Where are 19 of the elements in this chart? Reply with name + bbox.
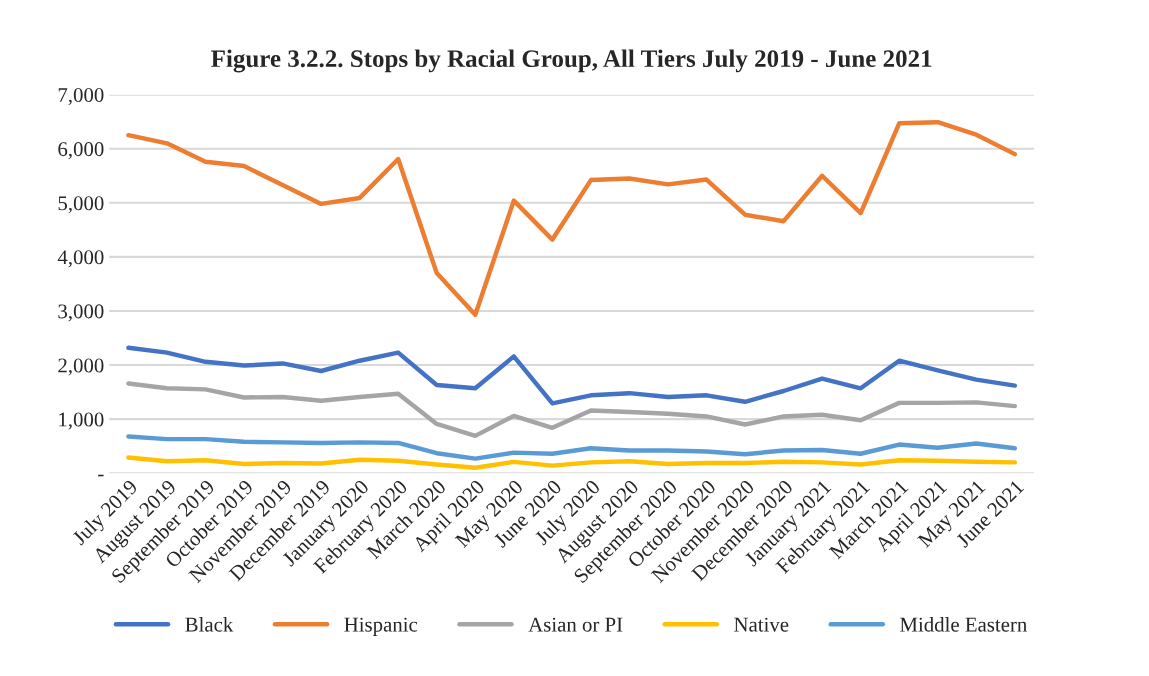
y-tick-label: 7,000 xyxy=(58,88,104,106)
line-series xyxy=(126,345,1018,406)
legend-label: Asian or PI xyxy=(528,617,623,632)
chart-title: Figure 3.2.2. Stops by Racial Group, All Tiers July 2019 - June 2021 xyxy=(211,49,932,73)
y-tick-label: 2,000 xyxy=(58,358,104,376)
y-tick-label: 5,000 xyxy=(58,196,104,214)
legend-label: Black xyxy=(185,617,234,632)
legend-label: Middle Eastern xyxy=(900,617,1027,632)
y-tick-label: 3,000 xyxy=(58,304,104,322)
y-tick-label: - xyxy=(98,474,104,477)
line-series xyxy=(126,455,1018,471)
y-tick-label: 6,000 xyxy=(58,142,104,160)
y-tick-label: 4,000 xyxy=(57,250,104,268)
legend-label: Hispanic xyxy=(344,617,418,636)
y-tick-label: 1,000 xyxy=(59,412,104,430)
line-series xyxy=(126,434,1018,461)
line-series xyxy=(126,381,1018,439)
line-series xyxy=(126,120,1018,317)
legend-label: Native xyxy=(734,617,789,632)
